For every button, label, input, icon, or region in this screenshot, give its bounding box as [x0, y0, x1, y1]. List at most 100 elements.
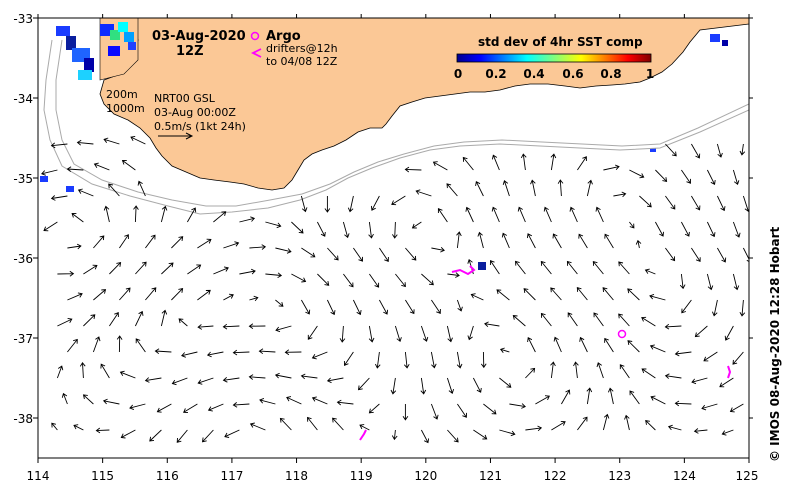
current-vector-arrow: [206, 351, 224, 358]
current-vector-arrow: [644, 268, 656, 275]
current-vector-arrow: [83, 264, 98, 275]
lat-tick-label: -36: [13, 252, 33, 266]
lon-tick-label: 114: [27, 469, 50, 483]
colorbar-tick-labels: 0 0.2 0.4 0.6 0.8 1: [454, 67, 654, 81]
current-vector-arrow: [120, 429, 136, 439]
current-vector-arrow: [592, 261, 604, 275]
current-vector-arrow: [576, 286, 588, 301]
current-vector-arrow: [339, 325, 346, 343]
current-vector-arrow: [446, 183, 458, 197]
current-vector-arrow: [161, 262, 174, 275]
current-vector-arrow: [109, 312, 119, 327]
current-vector-arrow: [134, 310, 144, 327]
current-vector-arrow: [593, 312, 604, 327]
current-vector-arrow: [119, 287, 131, 301]
current-vector-arrow: [691, 377, 708, 385]
current-vector-arrow: [213, 211, 227, 223]
current-vector-arrow: [307, 325, 318, 340]
current-vector-arrow: [307, 416, 318, 431]
current-vector-arrow: [51, 422, 58, 431]
current-vector-arrow: [579, 336, 588, 353]
current-vector-arrow: [525, 425, 543, 432]
current-vector-arrow: [394, 325, 402, 343]
current-vector-arrow: [327, 247, 339, 261]
current-vector-arrow: [655, 169, 668, 182]
current-vector-arrow: [300, 373, 318, 380]
current-vector-arrow: [480, 351, 487, 369]
current-vector-arrow: [291, 273, 307, 283]
current-vector-arrow: [56, 365, 64, 379]
current-vector-arrow: [639, 195, 652, 208]
map-hour: 12Z: [176, 44, 204, 59]
current-vector-arrow: [103, 137, 120, 145]
lon-tick-label: 125: [736, 469, 759, 483]
current-vector-arrow: [681, 299, 692, 314]
current-vector-arrow: [509, 403, 526, 409]
current-vector-arrow: [501, 232, 510, 249]
current-vector-arrow: [213, 266, 229, 275]
current-vector-arrow: [73, 424, 84, 431]
scale-label: 0.5m/s (1kt 24h): [154, 120, 246, 133]
current-vector-arrow: [457, 403, 467, 418]
current-vector-arrow: [249, 422, 266, 431]
current-vector-arrow: [484, 321, 500, 328]
current-vector-arrow: [596, 362, 604, 379]
current-vector-arrow: [77, 188, 94, 197]
current-vector-arrow: [404, 166, 422, 173]
current-vector-arrow: [739, 299, 746, 317]
current-vector-arrow: [472, 377, 482, 393]
lon-tick-label: 116: [156, 469, 179, 483]
current-vector-arrow: [279, 417, 292, 431]
current-vector-arrow: [207, 403, 224, 412]
current-vector-arrow: [239, 216, 256, 223]
current-vector-arrow: [275, 325, 292, 333]
isobath-1000m: [55, 39, 749, 207]
current-vector-arrow: [232, 402, 250, 408]
current-vector-arrow: [130, 135, 146, 145]
current-vector-arrow: [137, 180, 146, 197]
current-vector-arrow: [641, 316, 656, 327]
current-vector-arrow: [569, 206, 578, 223]
current-vector-arrow: [357, 377, 370, 391]
drifter-tracks: [359, 265, 732, 441]
current-vector-arrow: [577, 416, 588, 431]
current-vector-arrow: [135, 261, 147, 275]
current-vector-arrow: [629, 169, 645, 179]
current-vector-arrow: [249, 295, 259, 302]
current-vector-arrow: [187, 207, 197, 223]
argo-legend-icon: [250, 31, 260, 41]
current-vector-arrow: [742, 247, 749, 262]
current-vector-arrow: [523, 288, 536, 301]
current-vector-arrow: [336, 399, 354, 406]
current-vector-arrow: [586, 387, 593, 405]
lon-tick-label: 122: [544, 469, 567, 483]
current-vector-arrow: [525, 367, 536, 379]
current-vector-arrow: [83, 314, 96, 327]
current-vector-arrow: [655, 221, 664, 237]
current-vector-arrow: [586, 179, 593, 197]
current-vector-arrow: [691, 143, 701, 159]
current-vector-arrow: [181, 351, 198, 358]
current-vector-arrow: [543, 206, 552, 223]
current-vector-arrow: [223, 293, 234, 301]
current-vector-arrow: [121, 160, 136, 171]
current-vector-arrow: [595, 206, 604, 223]
current-vector-arrow: [729, 403, 744, 413]
current-vector-arrow: [116, 335, 123, 353]
current-vector-arrow: [343, 351, 354, 366]
current-vector-arrow: [144, 377, 162, 383]
lon-tick-label: 120: [414, 469, 437, 483]
current-vector-arrow: [573, 361, 579, 379]
current-vector-arrow: [332, 417, 344, 431]
lat-tick-label: -38: [13, 412, 33, 426]
current-vector-arrow: [405, 299, 415, 315]
current-vector-arrow: [602, 413, 610, 431]
current-vector-arrow: [61, 392, 68, 405]
current-vector-arrow: [732, 273, 740, 291]
current-vector-arrow: [223, 241, 240, 249]
current-vector-arrow: [467, 325, 474, 341]
current-vector-arrow: [421, 273, 434, 286]
current-vector-arrow: [502, 180, 510, 197]
isobath-200m-label: 200m: [106, 88, 138, 101]
